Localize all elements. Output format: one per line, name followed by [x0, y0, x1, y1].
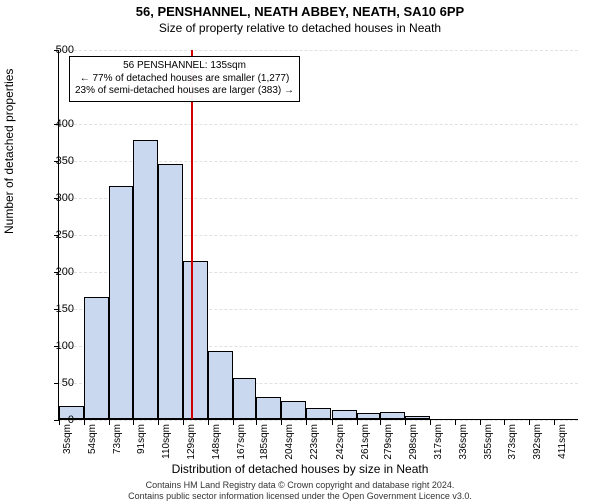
histogram-bar — [84, 297, 109, 419]
ytick-label: 500 — [34, 44, 74, 56]
xtick — [332, 420, 333, 425]
gridline — [59, 420, 578, 421]
footer-line-1: Contains HM Land Registry data © Crown c… — [0, 480, 600, 491]
histogram-bar — [208, 351, 233, 419]
ytick-label: 250 — [34, 229, 74, 241]
histogram-bar — [133, 140, 158, 419]
histogram-bar — [357, 413, 381, 419]
xtick — [455, 420, 456, 425]
histogram-bar — [256, 397, 281, 419]
ytick-label: 150 — [34, 303, 74, 315]
ytick-label: 0 — [34, 414, 74, 426]
x-axis-label: Distribution of detached houses by size … — [0, 462, 600, 476]
annotation-box: 56 PENSHANNEL: 135sqm← 77% of detached h… — [69, 56, 300, 102]
xtick — [183, 420, 184, 425]
xtick — [405, 420, 406, 425]
annotation-line: 23% of semi-detached houses are larger (… — [75, 85, 294, 98]
annotation-line: 56 PENSHANNEL: 135sqm — [75, 60, 294, 73]
xtick — [480, 420, 481, 425]
ytick-label: 100 — [34, 340, 74, 352]
ytick-label: 200 — [34, 266, 74, 278]
xtick — [554, 420, 555, 425]
xtick — [380, 420, 381, 425]
histogram-bar — [183, 261, 208, 419]
xtick — [357, 420, 358, 425]
plot-area: 35sqm54sqm73sqm91sqm110sqm129sqm148sqm16… — [58, 50, 578, 420]
page-title: 56, PENSHANNEL, NEATH ABBEY, NEATH, SA10… — [0, 4, 600, 19]
gridline — [59, 124, 578, 125]
xtick — [109, 420, 110, 425]
histogram-bar — [405, 416, 430, 419]
histogram-bar — [281, 401, 306, 419]
reference-line — [191, 50, 193, 419]
xtick — [504, 420, 505, 425]
xtick — [233, 420, 234, 425]
histogram-bar — [306, 408, 331, 419]
histogram-chart: 35sqm54sqm73sqm91sqm110sqm129sqm148sqm16… — [58, 50, 578, 420]
y-axis-label: Number of detached properties — [2, 69, 16, 234]
footer-line-2: Contains public sector information licen… — [0, 491, 600, 502]
ytick-label: 400 — [34, 118, 74, 130]
histogram-bar — [332, 410, 357, 419]
xtick — [133, 420, 134, 425]
ytick-label: 50 — [34, 377, 74, 389]
xtick — [208, 420, 209, 425]
histogram-bar — [380, 412, 405, 419]
xtick — [529, 420, 530, 425]
histogram-bar — [233, 378, 257, 419]
ytick-label: 350 — [34, 155, 74, 167]
xtick — [84, 420, 85, 425]
histogram-bar — [109, 186, 133, 419]
xtick — [256, 420, 257, 425]
xtick — [281, 420, 282, 425]
annotation-line: ← 77% of detached houses are smaller (1,… — [75, 73, 294, 86]
gridline — [59, 50, 578, 51]
xtick — [430, 420, 431, 425]
ytick-label: 300 — [34, 192, 74, 204]
page-subtitle: Size of property relative to detached ho… — [0, 21, 600, 35]
xtick — [158, 420, 159, 425]
histogram-bar — [158, 164, 183, 419]
xtick — [306, 420, 307, 425]
footer-attribution: Contains HM Land Registry data © Crown c… — [0, 480, 600, 502]
